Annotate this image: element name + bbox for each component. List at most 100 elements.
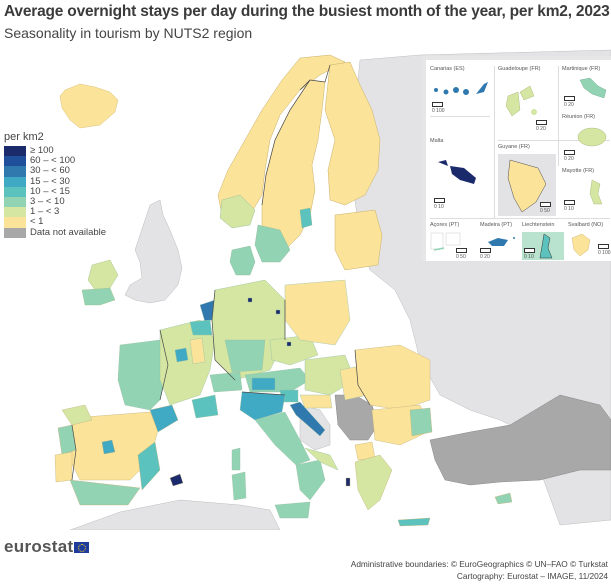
region-denmark [229, 245, 256, 276]
scale-bar: 0 100 [598, 244, 611, 256]
scale-bar: 0 50 [540, 202, 551, 214]
region-andalusia [69, 479, 141, 506]
region-ireland-south [81, 287, 116, 306]
region-ionian-islands [345, 477, 351, 487]
legend-swatch [4, 146, 26, 157]
legend-item: 30 – < 60 [4, 165, 106, 177]
legend-item: 3 – < 10 [4, 196, 106, 208]
inset-divider [430, 218, 610, 219]
region-italy-south [295, 459, 326, 501]
region-sardinia [231, 471, 247, 501]
region-turkey [429, 394, 611, 486]
south-scandinavia [219, 194, 313, 276]
legend-label: 3 – < 10 [30, 196, 65, 208]
credit-cartography: Cartography: Eurostat – IMAGE, 11/2024 [456, 571, 608, 581]
map-credits: Administrative boundaries: © EuroGeograp… [351, 558, 608, 582]
scale-bar: 0 20 [480, 248, 491, 260]
region-iceland [59, 83, 119, 129]
ireland [81, 259, 119, 306]
region-norway [217, 54, 346, 223]
legend-item: ≥ 100 [4, 146, 106, 157]
legend-label: 10 – < 15 [30, 185, 70, 197]
region-cyprus [494, 492, 513, 505]
region-stockholm [299, 207, 313, 229]
france [117, 319, 241, 471]
legend-swatch [4, 217, 26, 228]
legend-swatch [4, 227, 26, 238]
region-crete [397, 517, 431, 527]
region-galicia [61, 404, 93, 426]
inset-malta: Malta 0 10 [428, 120, 492, 216]
inset-guyane: Guyane (FR) 0 50 [496, 142, 558, 218]
central-europe [189, 279, 369, 437]
region-baltics [334, 209, 383, 271]
inset-reunion: Réunion (FR) 0 20 [560, 112, 611, 166]
mayotte-shape [589, 179, 603, 205]
region-madrid [101, 439, 116, 455]
inset-panel: Canarias (ES) 0 100 Guadeloupe (FR) 0 20… [422, 56, 611, 261]
legend-label: 1 – < 3 [30, 206, 60, 218]
region-south-sweden [254, 224, 291, 263]
reunion-shape [577, 127, 607, 147]
inset-label: Liechtenstein [522, 222, 555, 228]
region-hamburg [247, 297, 253, 303]
inset-label: Guyane (FR) [498, 144, 530, 150]
legend-title: per km2 [4, 131, 44, 143]
region-finland [324, 61, 381, 206]
region-bulgaria-coast [409, 407, 433, 437]
region-uk [124, 199, 183, 304]
svalbard-shape [571, 233, 591, 257]
region-prague [286, 341, 292, 347]
region-baleares [169, 473, 184, 487]
map-subtitle: Seasonality in tourism by NUTS2 region [4, 25, 253, 41]
eurostat-logo: eurostat [4, 537, 90, 557]
inset-liechtenstein: Liechtenstein 0 10 [520, 220, 566, 262]
legend-swatch [4, 186, 26, 197]
region-italy-central [254, 411, 311, 466]
legend-item: 10 – < 15 [4, 185, 106, 197]
region-greece [354, 454, 393, 511]
region-germany-south [224, 339, 266, 373]
scale-bar: 0 20 [564, 96, 575, 108]
logo-text: eurostat [4, 537, 74, 556]
iberia [54, 404, 184, 506]
region-sicily [274, 501, 311, 519]
inset-label: Martinique (FR) [562, 66, 601, 72]
legend-swatch [4, 176, 26, 187]
legend-item: < 1 [4, 216, 106, 228]
legend-label: < 1 [30, 216, 44, 228]
legend-item: 60 – < 100 [4, 156, 106, 167]
inset-label: Canarias (ES) [430, 66, 465, 72]
legend-swatch [4, 196, 26, 208]
scale-bar: 0 10 [434, 198, 445, 210]
inset-divider [430, 116, 490, 117]
inset-label: Guadeloupe (FR) [498, 66, 541, 72]
nordic-regions [217, 54, 383, 271]
inset-acores: Açores (PT) 0 50 [428, 220, 478, 262]
region-croatia-inland [299, 394, 333, 409]
region-belgium [189, 319, 213, 336]
inset-label: Malta [430, 138, 444, 144]
region-champagne [189, 337, 206, 365]
madeira-shape [488, 237, 515, 246]
acores-shape [430, 232, 461, 251]
malta-shape [438, 160, 476, 184]
region-poland [284, 279, 351, 346]
martinique-shape [579, 77, 607, 99]
region-north-africa [69, 499, 281, 530]
no-data-regions [334, 394, 611, 486]
europe-map [54, 49, 611, 530]
region-croatia-coast [289, 401, 326, 437]
inset-label: Açores (PT) [430, 222, 460, 228]
legend-label: 30 – < 60 [30, 165, 70, 177]
inset-divider [558, 66, 559, 166]
canarias-shape [434, 82, 488, 95]
legend-item: 15 – < 30 [4, 176, 106, 187]
liechtenstein-shape [522, 232, 564, 260]
legend-swatch [4, 156, 26, 167]
region-tirol [251, 377, 276, 391]
map-legend: per km2 ≥ 100 60 – < 100 30 – < 60 15 – < 3… [4, 131, 106, 238]
region-ireland-north [87, 259, 119, 291]
region-corsica [231, 447, 241, 471]
inset-mayotte: Mayotte (FR) 0 10 [560, 166, 611, 218]
